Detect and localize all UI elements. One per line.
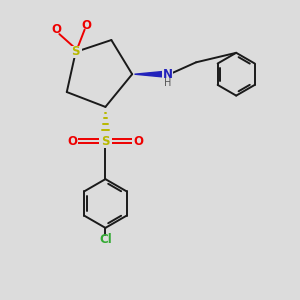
- Bar: [133, 135, 144, 147]
- Text: O: O: [81, 19, 91, 32]
- Text: O: O: [133, 135, 143, 148]
- Bar: [99, 134, 112, 148]
- Text: S: S: [71, 45, 80, 58]
- Text: O: O: [68, 135, 78, 148]
- Text: O: O: [51, 23, 62, 36]
- Text: S: S: [101, 135, 110, 148]
- Text: N: N: [163, 68, 173, 81]
- Bar: [67, 135, 78, 147]
- Text: Cl: Cl: [99, 233, 112, 246]
- Bar: [70, 46, 82, 58]
- Polygon shape: [134, 71, 163, 77]
- Text: H: H: [164, 78, 172, 88]
- Bar: [163, 68, 173, 81]
